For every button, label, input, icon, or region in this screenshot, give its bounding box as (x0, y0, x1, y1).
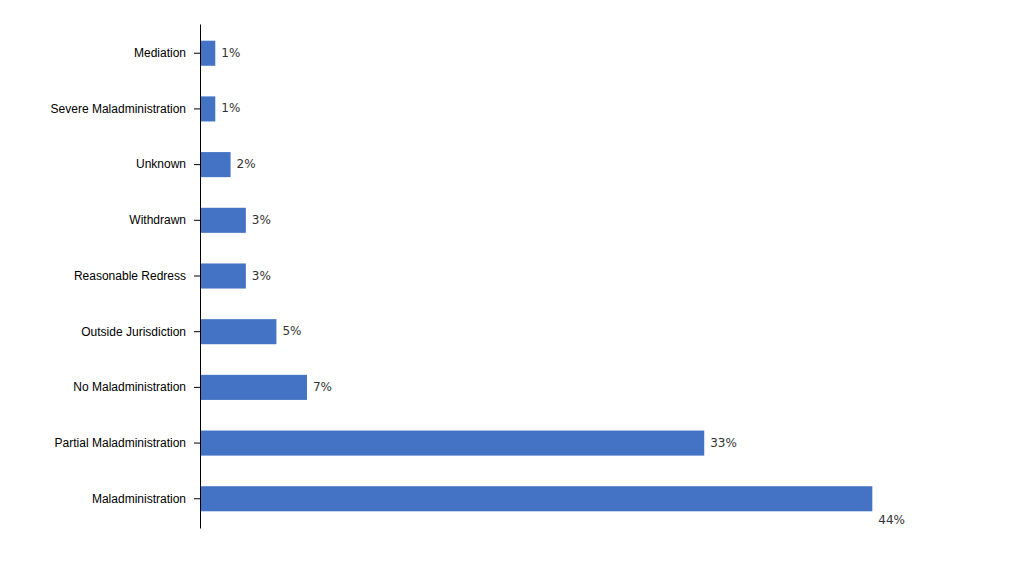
y-tick-label: Reasonable Redress (74, 269, 186, 283)
bar (200, 208, 246, 233)
y-tick: Reasonable Redress (74, 269, 200, 283)
y-tick-mark (194, 331, 200, 332)
y-tick-mark (194, 164, 200, 165)
bar (200, 375, 307, 400)
data-label: 5% (282, 324, 301, 338)
y-tick-label: Partial Maladministration (55, 436, 186, 450)
chart: Maladministration Partial Maladministrati… (0, 0, 1024, 576)
y-axis: Maladministration Partial Maladministrati… (51, 25, 201, 529)
y-tick-mark (194, 498, 200, 499)
y-tick: Severe Maladministration (51, 102, 200, 116)
y-axis-line (200, 25, 201, 529)
y-tick: Withdrawn (129, 213, 200, 227)
y-tick-mark (194, 387, 200, 388)
data-label: 44% (878, 513, 905, 527)
y-tick: Mediation (134, 46, 200, 60)
y-tick-mark (194, 276, 200, 277)
y-tick-mark (194, 108, 200, 109)
bar (200, 263, 246, 288)
y-tick-label: Outside Jurisdiction (81, 325, 186, 339)
data-label: 3% (252, 213, 271, 227)
bar (200, 431, 704, 456)
y-tick: Outside Jurisdiction (81, 325, 200, 339)
bar (200, 486, 872, 511)
data-label: 33% (710, 436, 737, 450)
y-tick: Unknown (136, 157, 200, 171)
data-label: 7% (313, 380, 332, 394)
y-tick-mark (194, 53, 200, 54)
y-tick-label: Withdrawn (129, 213, 186, 227)
y-tick-mark (194, 443, 200, 444)
data-labels: 44% 33% 7% 5% 3% 3% 2% 1% 1% (221, 46, 905, 527)
bar (200, 41, 215, 66)
plot-area: Maladministration Partial Maladministrati… (51, 25, 905, 529)
bars (200, 41, 872, 512)
data-label: 2% (237, 157, 256, 171)
y-tick: Maladministration (92, 492, 200, 506)
bar (200, 96, 215, 121)
y-tick-label: Severe Maladministration (51, 102, 186, 116)
y-tick-mark (194, 220, 200, 221)
data-label: 1% (221, 46, 240, 60)
bar (200, 152, 231, 177)
y-tick: Partial Maladministration (55, 436, 200, 450)
data-label: 1% (221, 101, 240, 115)
data-label: 3% (252, 269, 271, 283)
y-tick: No Maladministration (73, 380, 200, 394)
chart-container: Maladministration Partial Maladministrati… (0, 0, 1024, 576)
y-tick-label: Unknown (136, 157, 186, 171)
y-tick-label: Mediation (134, 46, 186, 60)
y-tick-label: No Maladministration (73, 380, 186, 394)
bar (200, 319, 276, 344)
y-tick-label: Maladministration (92, 492, 186, 506)
